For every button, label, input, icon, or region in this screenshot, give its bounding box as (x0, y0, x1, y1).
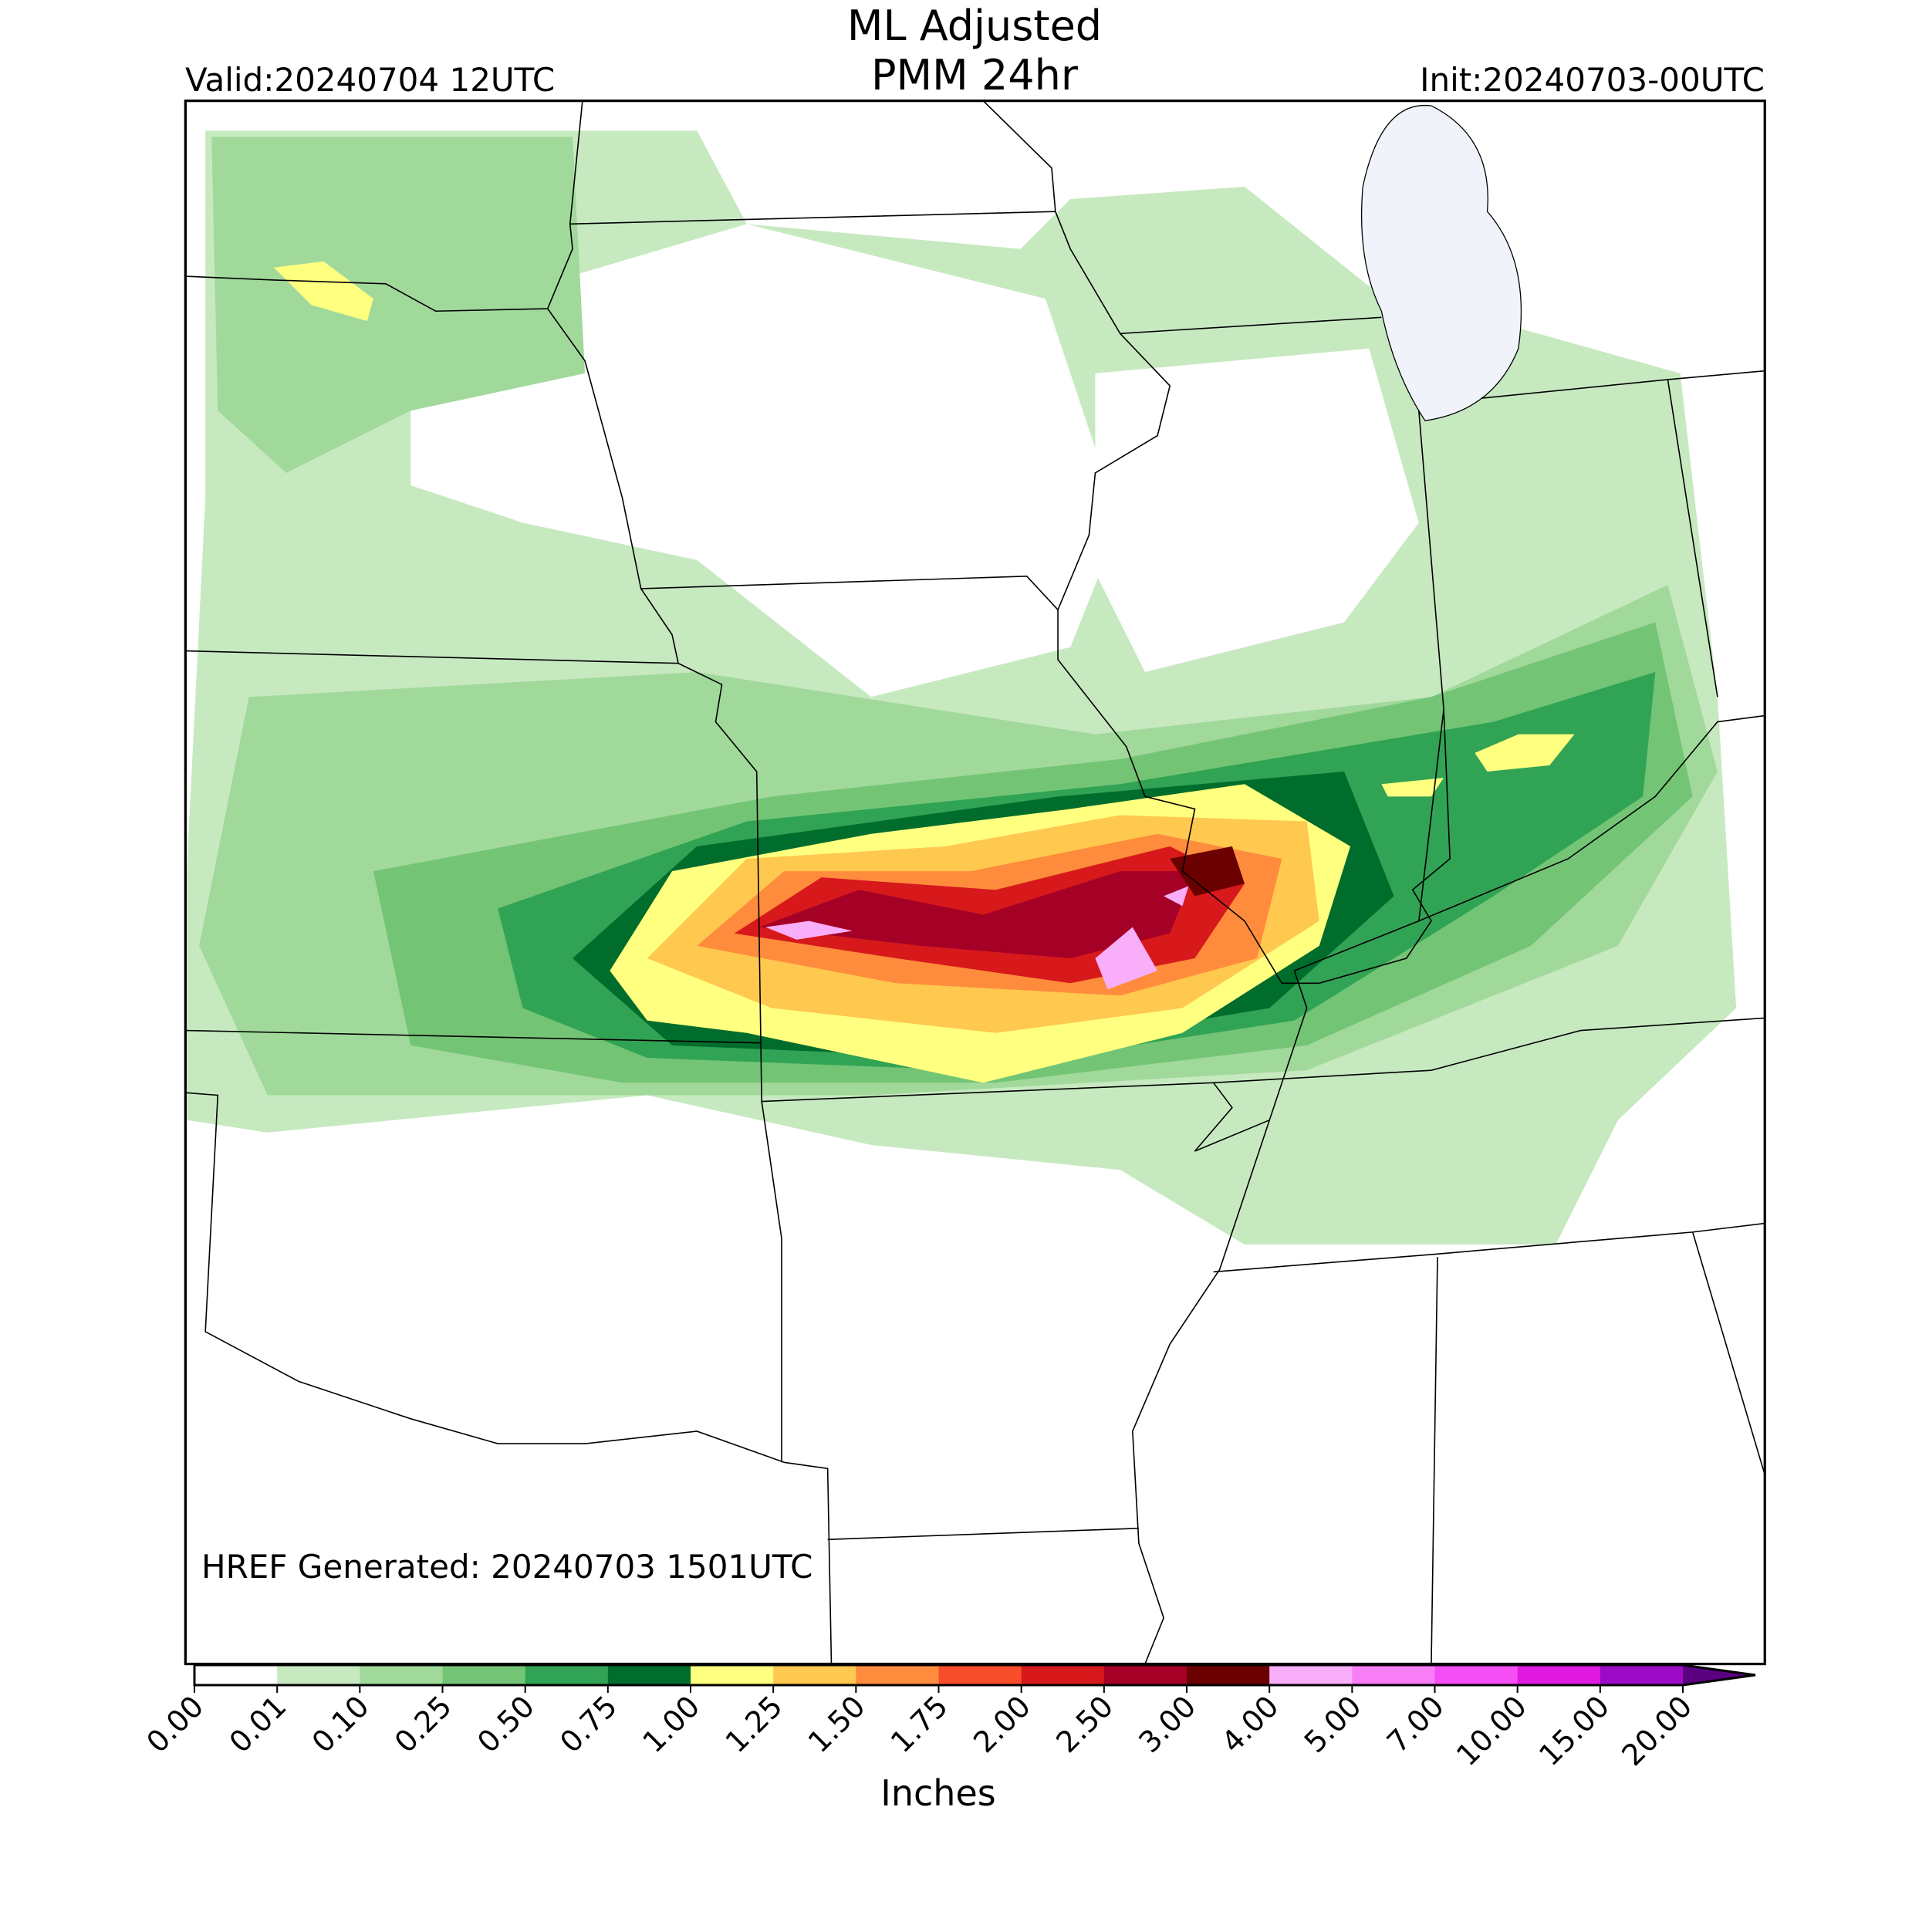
colorbar-segment (1600, 1665, 1684, 1685)
colorbar-tick-label: 0.25 (388, 1689, 458, 1759)
colorbar-segment (1187, 1665, 1270, 1685)
colorbar-segment (1269, 1665, 1353, 1685)
colorbar-segment (277, 1665, 360, 1685)
map (184, 100, 1766, 1666)
valid-time: Valid:20240704 12UTC (185, 61, 555, 99)
colorbar-segment (1352, 1665, 1435, 1685)
colorbar-segment (442, 1665, 526, 1685)
colorbar-tick-label: 5.00 (1298, 1689, 1368, 1759)
colorbar-label: Inches (880, 1772, 995, 1814)
borders (185, 100, 1765, 1664)
colorbar-tick-label: 1.50 (802, 1689, 872, 1759)
colorbar-tick-label: 2.00 (967, 1689, 1037, 1759)
title: ML Adjusted (847, 2, 1102, 50)
colorbar-segment (525, 1665, 609, 1685)
colorbar-segment (938, 1665, 1022, 1685)
colorbar-tick-label: 2.50 (1049, 1689, 1120, 1759)
colorbar-tick-label: 1.00 (636, 1689, 706, 1759)
precip-field (186, 104, 1737, 1245)
colorbar-outline (193, 1663, 1756, 1687)
colorbar-tick-label: 0.50 (471, 1689, 541, 1759)
colorbar-segment (194, 1665, 278, 1685)
init-time: Init:20240703-00UTC (1420, 61, 1765, 99)
colorbar-tick-label: 4.00 (1215, 1689, 1285, 1759)
colorbar-segment (1021, 1665, 1105, 1685)
colorbar-tick-label: 0.00 (140, 1689, 210, 1759)
subtitle: PMM 24hr (871, 51, 1079, 100)
colorbar-tick-label: 0.10 (306, 1689, 376, 1759)
colorbar-segment (360, 1665, 443, 1685)
colorbar-segment (691, 1665, 774, 1685)
colorbar-segment (1434, 1665, 1519, 1685)
colorbar-tick-label: 3.00 (1132, 1689, 1202, 1759)
colorbar-extend (1683, 1665, 1755, 1685)
colorbar-segment (1517, 1665, 1601, 1685)
colorbar: 0.00 0.01 0.10 0.25 0.50 0.75 1.00 1.25 1.50 1.75… (140, 1663, 1756, 1772)
colorbar-tick-label: 1.75 (884, 1689, 954, 1759)
footnote: HREF Generated: 20240703 1501UTC (201, 1548, 812, 1586)
colorbar-tick-label: 0.01 (223, 1689, 293, 1759)
colorbar-tick-label: 15.00 (1532, 1689, 1616, 1772)
colorbar-tick-label: 10.00 (1450, 1689, 1533, 1772)
colorbar-segment (773, 1665, 856, 1685)
colorbar-tick-label: 7.00 (1380, 1689, 1451, 1759)
colorbar-tick-label: 1.25 (719, 1689, 789, 1759)
colorbar-segment (607, 1665, 691, 1685)
colorbar-tick-label: 0.75 (553, 1689, 623, 1759)
colorbar-tick-label: 20.00 (1615, 1689, 1698, 1772)
colorbar-segment (856, 1665, 939, 1685)
colorbar-segment (1103, 1665, 1187, 1685)
